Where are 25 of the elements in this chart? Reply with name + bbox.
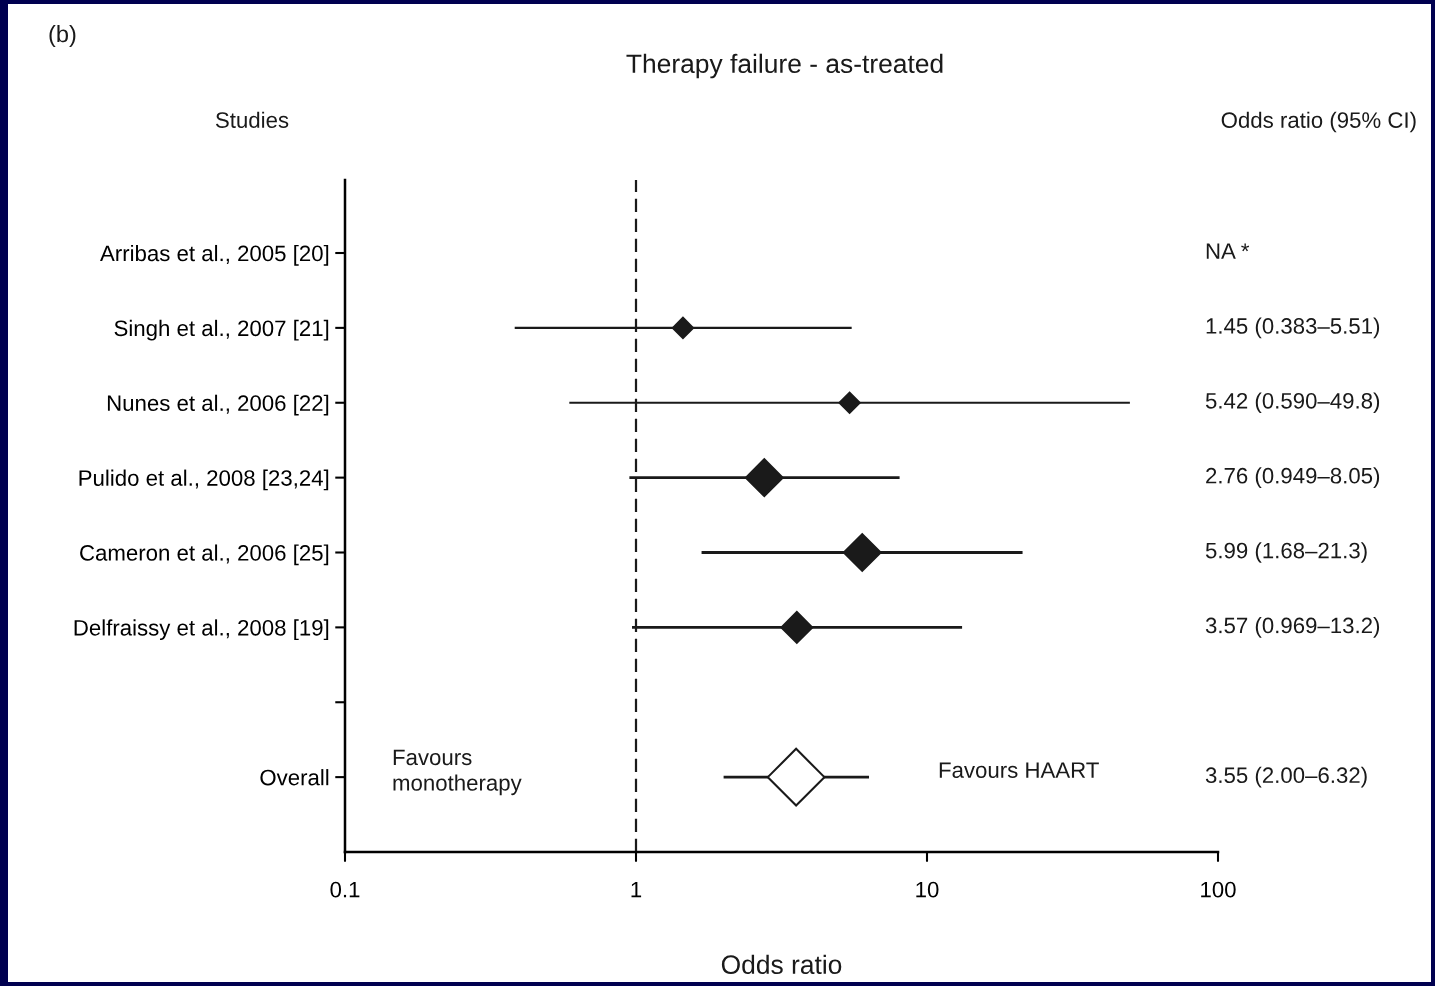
text: 2.76 (0.949–8.05)	[1206, 467, 1380, 488]
y-tick-label: Cameron et al., 2006 [25]	[80, 544, 329, 566]
text: 1.45 (0.383–5.51)	[1206, 317, 1380, 339]
text: NA *	[1206, 243, 1250, 259]
chart-title: Therapy failure - as-treated	[626, 53, 943, 79]
x-tick-label: 100	[1201, 881, 1236, 898]
text: 5.42 (0.590–49.8)	[1205, 392, 1380, 414]
y-tick-label: Pulido et al., 2008 [23,24]	[79, 469, 329, 491]
x-tick-label: 10	[916, 881, 939, 898]
x-tick-label: 1	[631, 881, 642, 898]
annotation: Favours HAART	[939, 762, 1099, 778]
y-tick-label: Nunes et al., 2006 [22]	[107, 394, 329, 416]
annotation: Favours monotherapy	[393, 749, 522, 796]
text: 3.57 (0.969–13.2)	[1205, 617, 1380, 638]
y-tick-label: Overall	[260, 769, 329, 786]
y-tick-label: Arribas et al., 2005 [20]	[100, 244, 329, 266]
text: Studies	[215, 111, 289, 128]
text: Odds ratio (95% CI)	[1221, 111, 1416, 133]
y-tick-label: Singh et al., 2007 [21]	[114, 319, 329, 341]
x-axis-title: Odds ratio	[721, 954, 842, 975]
x-tick-label: 0.1	[330, 881, 360, 898]
text: (b)	[49, 25, 76, 47]
text: 5.99 (1.68–21.3)	[1205, 542, 1367, 563]
text: 3.55 (2.00–6.32)	[1205, 766, 1367, 788]
y-tick-label: Delfraissy et al., 2008 [19]	[74, 619, 329, 641]
